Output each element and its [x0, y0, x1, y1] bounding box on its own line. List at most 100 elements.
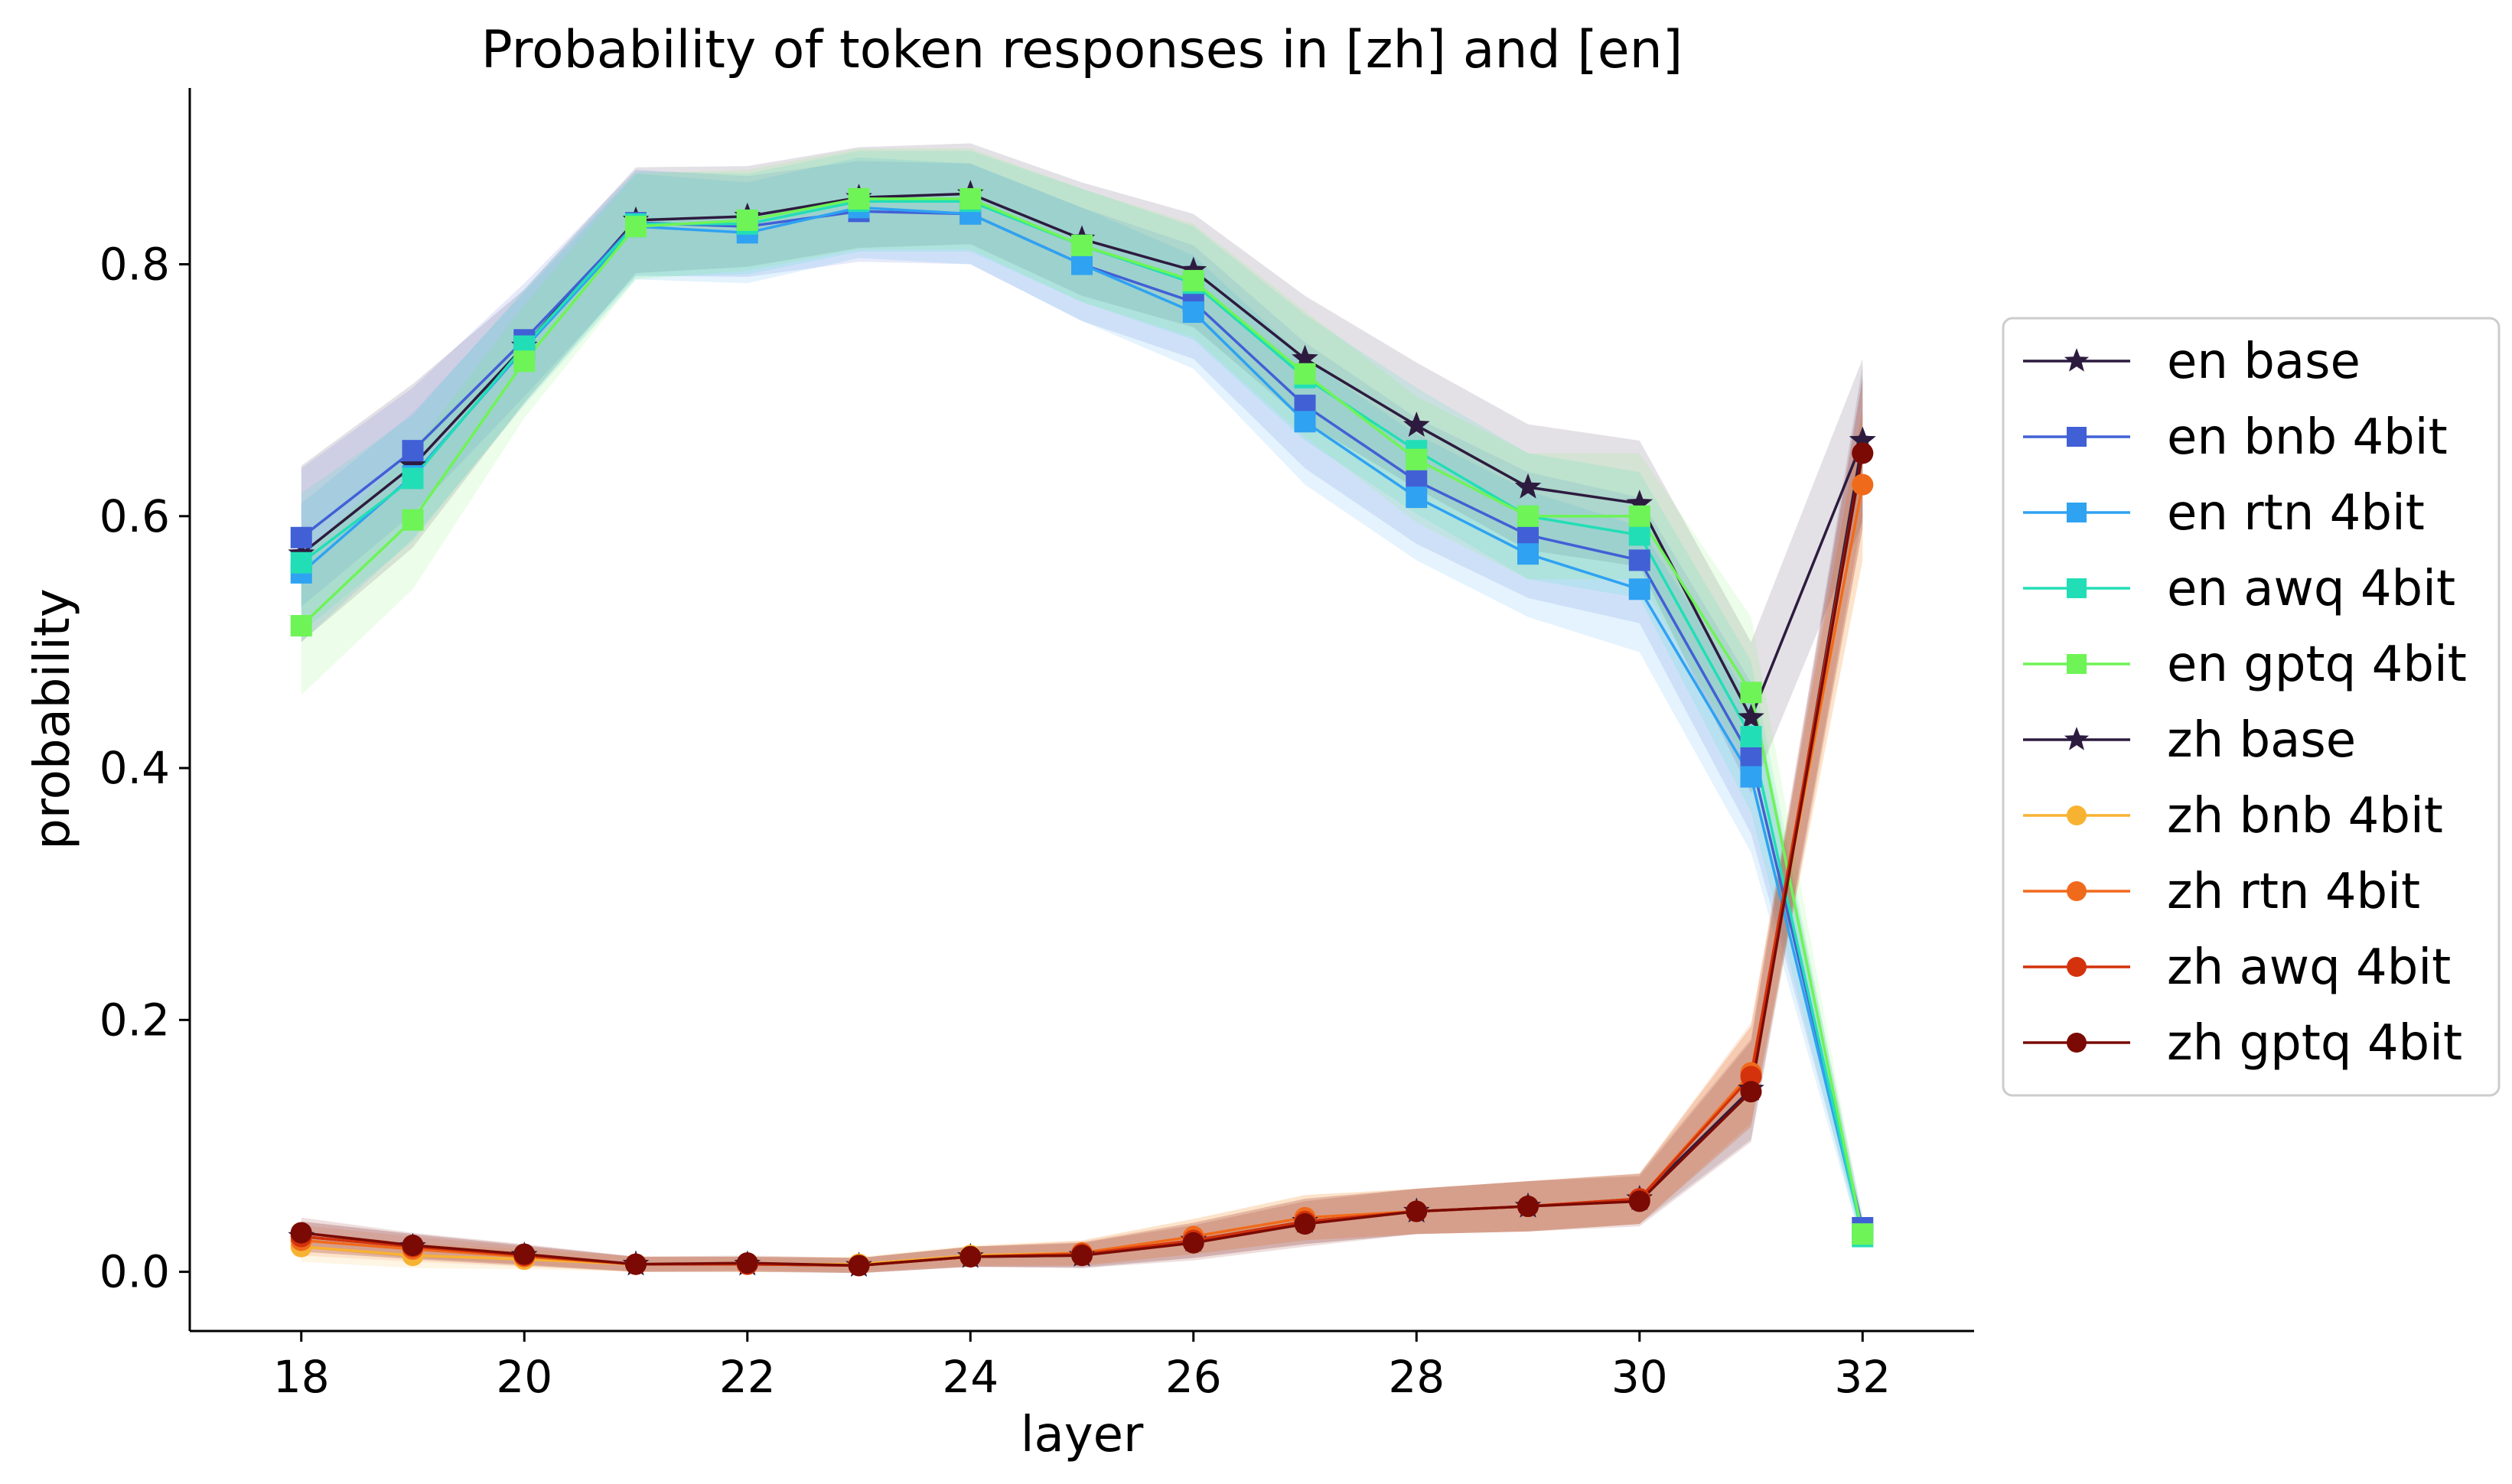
data-point: [1738, 704, 1764, 729]
data-point: [625, 216, 647, 238]
data-point: [1852, 474, 1874, 496]
legend-marker: [2067, 957, 2087, 977]
data-point: [848, 187, 870, 210]
x-tick-label: 22: [719, 1351, 776, 1403]
legend-label: en bnb 4bit: [2167, 409, 2448, 466]
legend-label: zh bnb 4bit: [2167, 788, 2443, 845]
data-point: [1071, 1245, 1093, 1267]
data-point: [736, 209, 758, 231]
legend-label: en rtn 4bit: [2167, 485, 2425, 542]
y-tick-label: 0.8: [99, 238, 170, 290]
data-point: [1740, 1066, 1762, 1088]
data-point: [1849, 426, 1876, 452]
data-point: [1628, 578, 1650, 600]
y-tick-label: 0.2: [99, 994, 170, 1046]
data-point: [1628, 549, 1650, 571]
x-tick-label: 32: [1834, 1351, 1891, 1403]
x-ticks: 18 20 22 24 26 28 30 32: [273, 1331, 1891, 1403]
x-tick-label: 24: [942, 1351, 999, 1403]
legend-marker: [2067, 881, 2087, 901]
data-point: [1071, 234, 1093, 256]
data-point: [1406, 487, 1428, 509]
data-point: [1852, 442, 1874, 464]
legend-marker: [2064, 348, 2090, 372]
data-point: [402, 509, 424, 531]
legend-marker: [2067, 578, 2087, 598]
legend-label: en gptq 4bit: [2167, 636, 2467, 693]
data-point: [1182, 301, 1204, 324]
data-point: [1517, 505, 1539, 527]
x-tick-label: 30: [1611, 1351, 1668, 1403]
legend-label: zh awq 4bit: [2167, 939, 2451, 996]
data-point: [290, 615, 312, 637]
data-point: [848, 1255, 870, 1277]
x-tick-label: 20: [496, 1351, 552, 1403]
data-point: [1514, 473, 1542, 499]
legend-label: zh gptq 4bit: [2167, 1015, 2462, 1072]
y-ticks: 0.0 0.2 0.4 0.6 0.8: [99, 238, 190, 1298]
data-point: [402, 440, 424, 462]
y-tick-label: 0.0: [99, 1246, 170, 1298]
y-tick-label: 0.4: [99, 742, 170, 794]
axes: [188, 88, 1974, 1333]
x-axis-label: layer: [1021, 1407, 1144, 1463]
data-point: [1517, 1196, 1539, 1218]
data-point: [1740, 1081, 1762, 1103]
x-tick-label: 18: [273, 1351, 330, 1403]
data-point: [1406, 448, 1428, 470]
data-point: [1406, 1200, 1428, 1222]
data-point: [1294, 411, 1316, 433]
data-point: [1740, 725, 1762, 747]
data-point: [402, 467, 424, 490]
data-point: [1517, 543, 1539, 565]
data-point: [1294, 1213, 1316, 1235]
data-point: [513, 1243, 536, 1265]
data-point: [625, 1253, 647, 1275]
legend-marker: [2067, 503, 2087, 522]
data-point: [960, 187, 982, 210]
legend-label: zh rtn 4bit: [2167, 864, 2420, 920]
data-point: [290, 552, 312, 574]
legend-label: zh base: [2167, 712, 2356, 769]
data-point: [1626, 490, 1653, 515]
data-point: [290, 1222, 312, 1244]
confidence-band: [301, 151, 1863, 1249]
legend: en base en bnb 4bit en rtn 4bit en awq 4bit…: [2002, 317, 2501, 1097]
confidence-bands: [301, 143, 1863, 1274]
data-point: [1628, 1190, 1650, 1212]
legend-marker: [2067, 427, 2087, 447]
data-point: [399, 451, 426, 477]
x-tick-label: 28: [1388, 1351, 1445, 1403]
data-point: [1852, 1223, 1874, 1245]
y-tick-label: 0.6: [99, 490, 170, 542]
data-point: [1182, 269, 1204, 291]
x-tick-label: 26: [1165, 1351, 1222, 1403]
series-markers: [288, 180, 1876, 1277]
data-point: [513, 350, 536, 373]
chart-title: Probability of token responses in [zh] a…: [481, 20, 1683, 80]
y-axis-label: probability: [24, 588, 81, 849]
data-point: [1628, 524, 1650, 546]
legend-label: en base: [2167, 334, 2360, 390]
data-point: [1740, 747, 1762, 769]
legend-marker: [2067, 654, 2087, 674]
data-point: [960, 1245, 982, 1268]
data-point: [290, 526, 312, 548]
data-point: [1517, 524, 1539, 546]
data-point: [1740, 766, 1762, 788]
data-point: [1294, 363, 1316, 385]
data-point: [1182, 1232, 1204, 1254]
legend-label: en awq 4bit: [2167, 561, 2455, 617]
data-point: [1180, 256, 1207, 282]
data-point: [1628, 505, 1650, 527]
data-point: [1403, 412, 1430, 437]
data-point: [1071, 253, 1093, 275]
data-point: [736, 1252, 758, 1274]
data-point: [402, 1235, 424, 1257]
legend-marker: [2067, 805, 2087, 825]
legend-marker: [2064, 727, 2090, 750]
data-point: [1740, 682, 1762, 704]
legend-marker: [2067, 1033, 2087, 1053]
data-point: [1292, 344, 1318, 370]
